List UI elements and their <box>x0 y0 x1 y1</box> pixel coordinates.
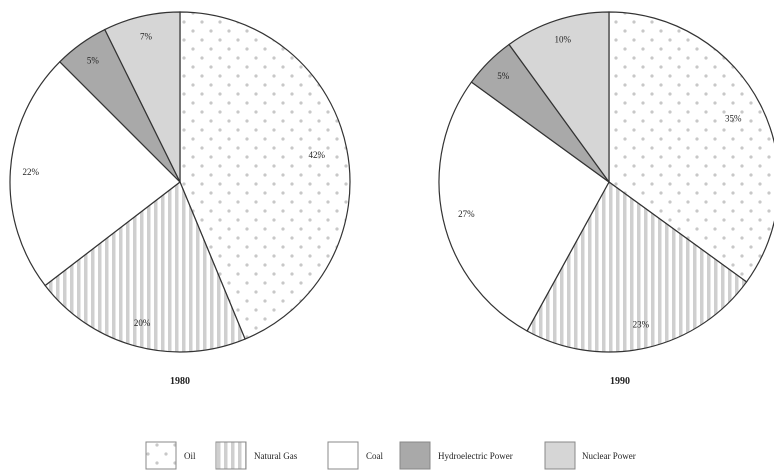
legend-swatch-hydroelectric-power <box>399 441 431 470</box>
legend-item-coal: Coal <box>327 441 383 470</box>
pct-label-1990-coal: 27% <box>458 209 475 219</box>
slice-1990-coal <box>438 81 610 332</box>
legend: Oil Natural Gas Coal Hydroelectric Power… <box>145 441 636 470</box>
slice-1990-oil <box>608 11 774 283</box>
pie-1990: 35% 23% 27% 5% 10% <box>438 11 774 353</box>
pct-label-1980-hydroelectric-power: 5% <box>87 55 100 65</box>
slice-1990-nuclear-power <box>508 11 610 184</box>
legend-item-nuclear-power: Nuclear Power <box>544 441 636 470</box>
legend-swatch-oil <box>145 441 177 470</box>
legend-label-coal: Coal <box>366 451 383 461</box>
pct-label-1990-natural-gas: 23% <box>633 320 650 330</box>
pct-label-1980-nuclear-power: 7% <box>140 31 153 41</box>
legend-item-hydroelectric-power: Hydroelectric Power <box>399 441 513 470</box>
pct-label-1980-natural-gas: 20% <box>134 318 151 328</box>
legend-label-natural-gas: Natural Gas <box>254 451 298 461</box>
legend-label-hydroelectric-power: Hydroelectric Power <box>438 451 513 461</box>
legend-item-natural-gas: Natural Gas <box>215 441 298 470</box>
slice-1980-nuclear-power <box>104 11 181 183</box>
legend-label-oil: Oil <box>184 451 196 461</box>
legend-label-nuclear-power: Nuclear Power <box>582 451 636 461</box>
pie-1980: 42% 20% 22% 5% 7% <box>9 11 351 353</box>
pct-label-1980-coal: 22% <box>22 167 39 177</box>
pct-label-1980-oil: 42% <box>308 150 325 160</box>
pie-title-1980: 1980 <box>170 376 190 387</box>
legend-swatch-natural-gas <box>215 441 247 470</box>
slice-1980-coal <box>9 60 181 287</box>
slice-1980-natural-gas <box>44 181 246 353</box>
pie-title-1990: 1990 <box>610 376 630 387</box>
legend-swatch-coal <box>327 441 359 470</box>
legend-swatch-nuclear-power <box>544 441 576 470</box>
pct-label-1990-oil: 35% <box>725 114 742 124</box>
pct-label-1990-hydroelectric-power: 5% <box>497 71 510 81</box>
slice-1980-oil <box>179 11 351 340</box>
legend-item-oil: Oil <box>145 441 196 470</box>
slice-1990-natural-gas <box>526 181 748 353</box>
pct-label-1990-nuclear-power: 10% <box>555 35 572 45</box>
